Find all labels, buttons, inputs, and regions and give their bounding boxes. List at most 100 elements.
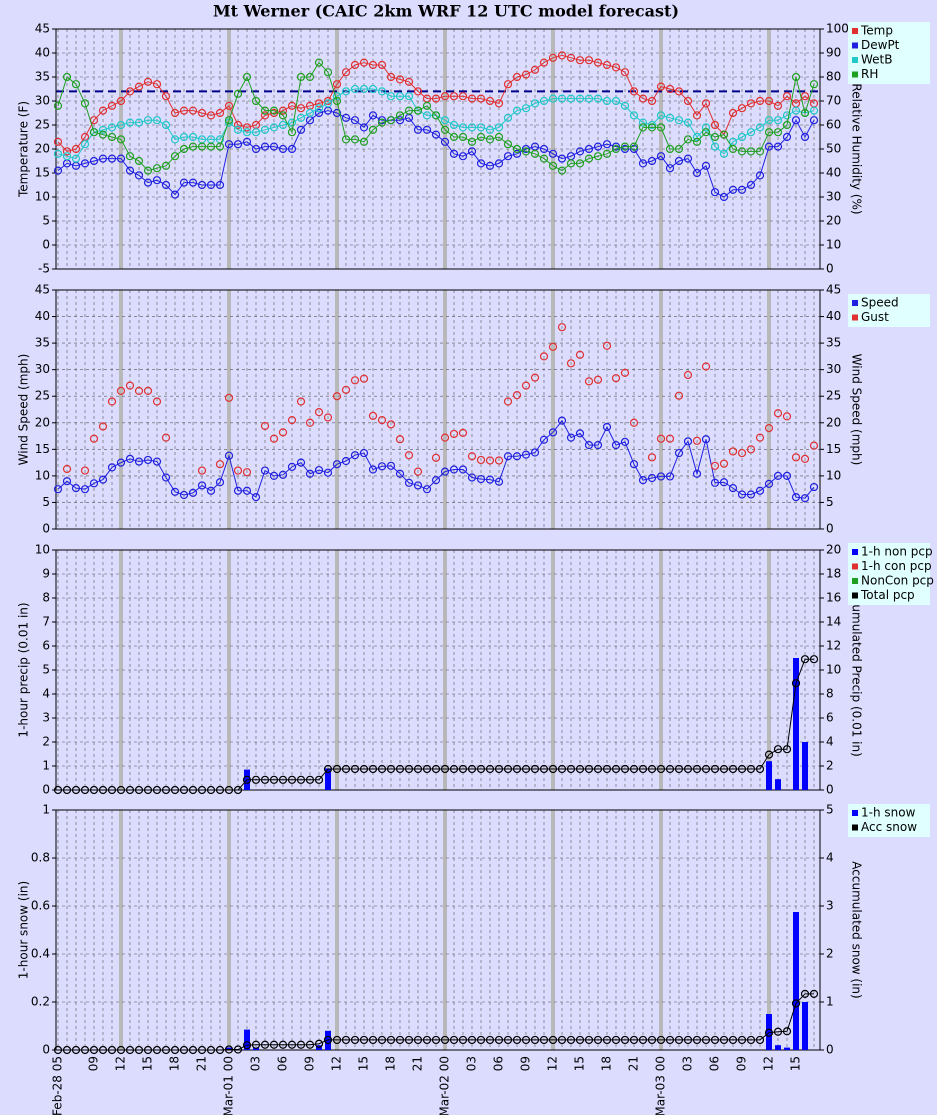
point	[647, 120, 657, 130]
point	[116, 785, 126, 795]
y-tick-label: 0.2	[31, 995, 50, 1009]
point	[350, 84, 360, 94]
point	[314, 465, 324, 475]
point	[368, 764, 378, 774]
point	[143, 386, 153, 396]
point	[566, 53, 576, 62]
point	[449, 1035, 459, 1045]
y-tick-label: 5	[42, 495, 50, 509]
bar	[766, 1014, 772, 1050]
point	[791, 679, 801, 688]
point	[359, 1035, 369, 1045]
point	[107, 154, 117, 163]
y-tick-label: 1	[42, 759, 50, 773]
point	[548, 1035, 558, 1045]
point	[251, 128, 261, 137]
point	[62, 152, 72, 161]
y2-tick-label: 15	[826, 442, 841, 456]
point	[611, 764, 621, 774]
point	[458, 764, 468, 774]
y2-tick-label: 4	[826, 735, 834, 749]
point	[602, 1035, 612, 1045]
point	[287, 128, 297, 137]
point	[314, 408, 324, 417]
point	[701, 764, 711, 774]
y-tick-label: 5	[42, 663, 50, 677]
point	[737, 147, 747, 156]
y-tick-label: 30	[35, 362, 50, 376]
point	[377, 118, 387, 127]
point	[161, 473, 171, 482]
point	[377, 416, 387, 425]
plot-frame	[55, 809, 821, 1051]
series-line	[57, 419, 815, 499]
point	[647, 764, 657, 774]
point	[134, 386, 144, 396]
point	[710, 764, 720, 774]
point	[746, 445, 756, 454]
point	[683, 154, 693, 163]
point	[647, 1035, 657, 1045]
point	[71, 785, 81, 795]
point	[368, 465, 378, 474]
point	[350, 1035, 360, 1045]
point	[53, 166, 63, 175]
point	[197, 142, 207, 151]
point	[773, 101, 783, 110]
point	[350, 764, 360, 774]
point	[458, 428, 468, 437]
point	[206, 111, 216, 120]
point	[548, 94, 558, 103]
point	[440, 764, 450, 774]
x-tick-label: 18	[384, 1056, 398, 1071]
point	[566, 159, 576, 168]
point	[710, 142, 720, 151]
point	[404, 92, 414, 101]
y2-tick-label: 10	[826, 238, 841, 252]
point	[305, 108, 315, 118]
point	[233, 120, 243, 130]
bar	[775, 1045, 781, 1050]
point	[161, 120, 171, 130]
point	[386, 116, 396, 125]
point	[215, 108, 225, 118]
x-tick-label: 12	[546, 1056, 560, 1071]
point	[692, 436, 702, 445]
point	[782, 132, 792, 142]
y-tick-label: 0.6	[31, 899, 50, 913]
point	[782, 412, 792, 421]
point	[242, 128, 252, 137]
point	[296, 125, 306, 134]
point	[287, 118, 297, 127]
point	[98, 785, 108, 795]
point	[503, 140, 513, 149]
y2-tick-label: 30	[826, 362, 841, 376]
y-tick-label: 20	[35, 415, 50, 429]
point	[566, 94, 576, 103]
point	[593, 152, 603, 161]
y2-tick-label: 14	[826, 615, 841, 629]
legend-box	[848, 543, 930, 605]
point	[161, 785, 171, 795]
y-tick-label: 10	[35, 468, 50, 482]
y2-tick-label: 5	[826, 803, 834, 817]
point	[467, 764, 477, 774]
y2-axis-label: Accumulated Precip (0.01 in)	[850, 583, 864, 757]
point	[377, 60, 387, 70]
point	[197, 466, 207, 475]
point	[665, 764, 675, 774]
point	[386, 420, 396, 429]
point	[557, 51, 567, 60]
point	[368, 1035, 378, 1045]
point	[161, 433, 171, 442]
point	[557, 323, 567, 332]
point	[665, 113, 675, 122]
point	[53, 101, 63, 110]
point	[710, 120, 720, 130]
point	[467, 147, 477, 156]
point	[782, 1027, 792, 1036]
point	[575, 94, 585, 103]
point	[71, 80, 81, 89]
point	[116, 135, 126, 144]
point	[665, 434, 675, 443]
